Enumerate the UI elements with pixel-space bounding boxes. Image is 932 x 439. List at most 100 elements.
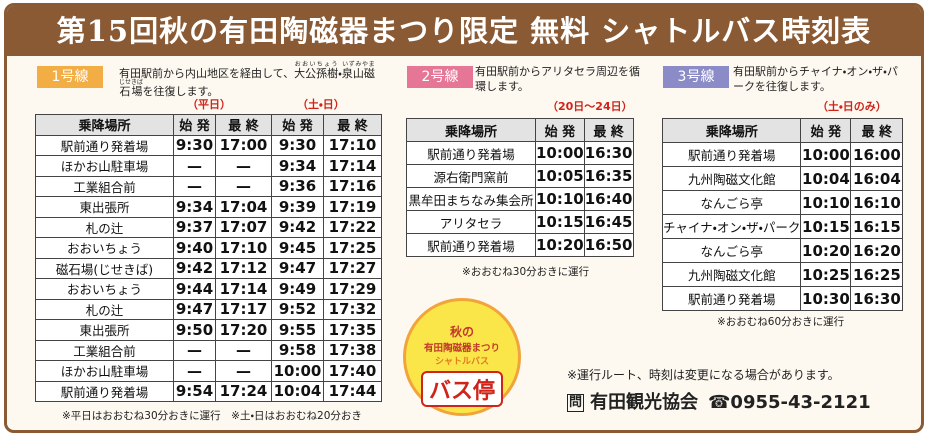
header-row: 乗降場所始 発最 終 [661, 118, 904, 143]
time-cell: — [215, 175, 272, 197]
stop-name: 黒牟田まちなみ集会所 [406, 187, 536, 211]
description-part: 泉山磁石場 [119, 67, 375, 98]
time-cell: 17:44 [323, 380, 382, 402]
time-cell: 9:42 [173, 257, 216, 279]
stop-name: ほかお山駐車場 [35, 155, 174, 177]
time-cell: 17:00 [215, 134, 272, 156]
stop-name: 駅前通り発着場 [661, 286, 802, 311]
time-cell: 17:29 [323, 278, 382, 300]
table-row: ほかお山駐車場 — —9:34 17:14 [35, 155, 382, 177]
table-row: 東出張所 9:34 17:04 9:39 17:19 [35, 196, 382, 218]
time-cell: 17:17 [215, 298, 272, 320]
time-cell: 17:04 [215, 196, 272, 218]
stop-name: 工業組合前 [35, 339, 174, 361]
time-cell: 16:30 [583, 141, 634, 165]
time-cell: — [173, 339, 216, 361]
period-label: （平日） [187, 98, 231, 111]
phone: ☎0955-43-2121 [708, 392, 871, 413]
stop-name: 札の辻 [35, 298, 174, 320]
time-cell: 10:00 [535, 141, 585, 165]
time-cell: 9:39 [271, 196, 324, 218]
time-cell: 10:10 [800, 190, 852, 215]
column-header: 始 発 [535, 118, 585, 142]
timetable: 乗降場所始 発最 終駅前通り発着場 10:00 16:00 九州陶磁文化館 10:04 1… [661, 118, 904, 311]
time-cell: 16:30 [850, 286, 904, 311]
stop-name: ほかお山駐車場 [35, 360, 174, 382]
table-row: 駅前通り発着場 9:54 17:24 10:04 17:44 [35, 380, 382, 402]
time-cell: 9:45 [271, 237, 324, 259]
stop-name: 源右衛門窯前 [406, 164, 536, 188]
time-cell: 10:05 [535, 164, 585, 188]
time-cell: 10:00 [271, 360, 324, 382]
stop-name: 駅前通り発着場 [35, 380, 174, 402]
table-row: チャイナ・オン・ザ・パーク 10:15 16:15 [661, 214, 904, 239]
table-row: 工業組合前 — —9:36 17:16 [35, 175, 382, 197]
time-cell: 17:27 [323, 257, 382, 279]
time-cell: 16:00 [850, 142, 904, 167]
time-cell: 17:24 [215, 380, 272, 402]
description-part: ・ [338, 67, 342, 80]
stop-name: 駅前通り発着場 [661, 142, 802, 167]
table-row: 九州陶磁文化館 10:25 16:25 [661, 262, 904, 287]
table-row: 黒牟田まちなみ集会所 10:10 16:40 [406, 187, 634, 211]
stop-name: おおいちょう [35, 237, 174, 259]
table-row: 札の辻 9:37 17:07 9:42 17:22 [35, 216, 382, 238]
time-cell: 9:52 [271, 298, 324, 320]
time-cell: 17:25 [323, 237, 382, 259]
column-header: 始 発 [271, 114, 324, 136]
time-cell: 9:30 [271, 134, 324, 156]
time-cell: 9:47 [173, 298, 216, 320]
stop-name: 札の辻 [35, 216, 174, 238]
stop-name: チャイナ・オン・ザ・パーク [661, 214, 802, 239]
time-cell: 16:50 [583, 233, 634, 257]
time-cell: 16:10 [850, 190, 904, 215]
time-cell: 10:20 [535, 233, 585, 257]
route-badge: 2号線 [407, 66, 473, 88]
table-row: 駅前通り発着場 10:00 16:00 [661, 142, 904, 167]
title: 第15回秋の有田陶磁器まつり限定 無料 シャトルバス時刻表 [7, 6, 921, 56]
column-header: 乗降場所 [406, 118, 536, 142]
time-cell: 17:14 [323, 155, 382, 177]
time-cell: 17:14 [215, 278, 272, 300]
time-cell: 9:44 [173, 278, 216, 300]
time-cell: 17:12 [215, 257, 272, 279]
stop-name: 九州陶磁文化館 [661, 262, 802, 287]
stop-name: 東出張所 [35, 196, 174, 218]
column-header: 最 終 [215, 114, 272, 136]
time-cell: 17:32 [323, 298, 382, 320]
time-cell: — [173, 175, 216, 197]
table-row: なんごら亭 10:20 16:20 [661, 238, 904, 263]
description-part: 有田駅前からチャイナ・オン・ザ・パークを往復します。 [733, 65, 898, 93]
stop-name: 駅前通り発着場 [406, 141, 536, 165]
table-row: 札の辻 9:47 17:17 9:52 17:32 [35, 298, 382, 320]
time-cell: 10:04 [800, 166, 852, 191]
stop-name: 工業組合前 [35, 175, 174, 197]
table-row: 九州陶磁文化館 10:04 16:04 [661, 166, 904, 191]
timetable: 乗降場所始 発最 終駅前通り発着場 10:00 16:30 源右衛門窯前 10:05 16… [406, 118, 634, 257]
table-row: ほかお山駐車場 — —10:00 17:40 [35, 360, 382, 382]
route-badge: 3号線 [663, 66, 729, 88]
header-row: 乗降場所始 発最 終始 発最 終 [35, 114, 382, 136]
time-cell: 17:22 [323, 216, 382, 238]
table-row: おおいちょう 9:44 17:14 9:49 17:29 [35, 278, 382, 300]
time-cell: 9:50 [173, 319, 216, 341]
stop-name: アリタセラ [406, 210, 536, 234]
description-part: を往復します。 [142, 85, 219, 98]
time-cell: 10:30 [800, 286, 852, 311]
period-label: （土・日） [297, 98, 345, 111]
time-cell: 10:04 [271, 380, 324, 402]
time-cell: 9:40 [173, 237, 216, 259]
time-cell: 16:25 [850, 262, 904, 287]
time-cell: 9:55 [271, 319, 324, 341]
description-part: 有田駅前からアリタセラ周辺を循環します。 [475, 65, 640, 93]
route-note: ※平日はおおむね30分おきに運行 ※土・日はおおむね20分おき [62, 410, 362, 422]
furigana: いずみやま じせきば [119, 61, 375, 86]
ruby-text: 大公孫樹おおいちょう [294, 61, 338, 80]
column-header: 最 終 [323, 114, 382, 136]
time-cell: 9:54 [173, 380, 216, 402]
time-cell: 17:16 [323, 175, 382, 197]
time-cell: 17:20 [215, 319, 272, 341]
sign-event: 有田陶磁器まつり [423, 343, 500, 354]
time-cell: — [215, 339, 272, 361]
stop-name: 駅前通り発着場 [35, 134, 174, 156]
